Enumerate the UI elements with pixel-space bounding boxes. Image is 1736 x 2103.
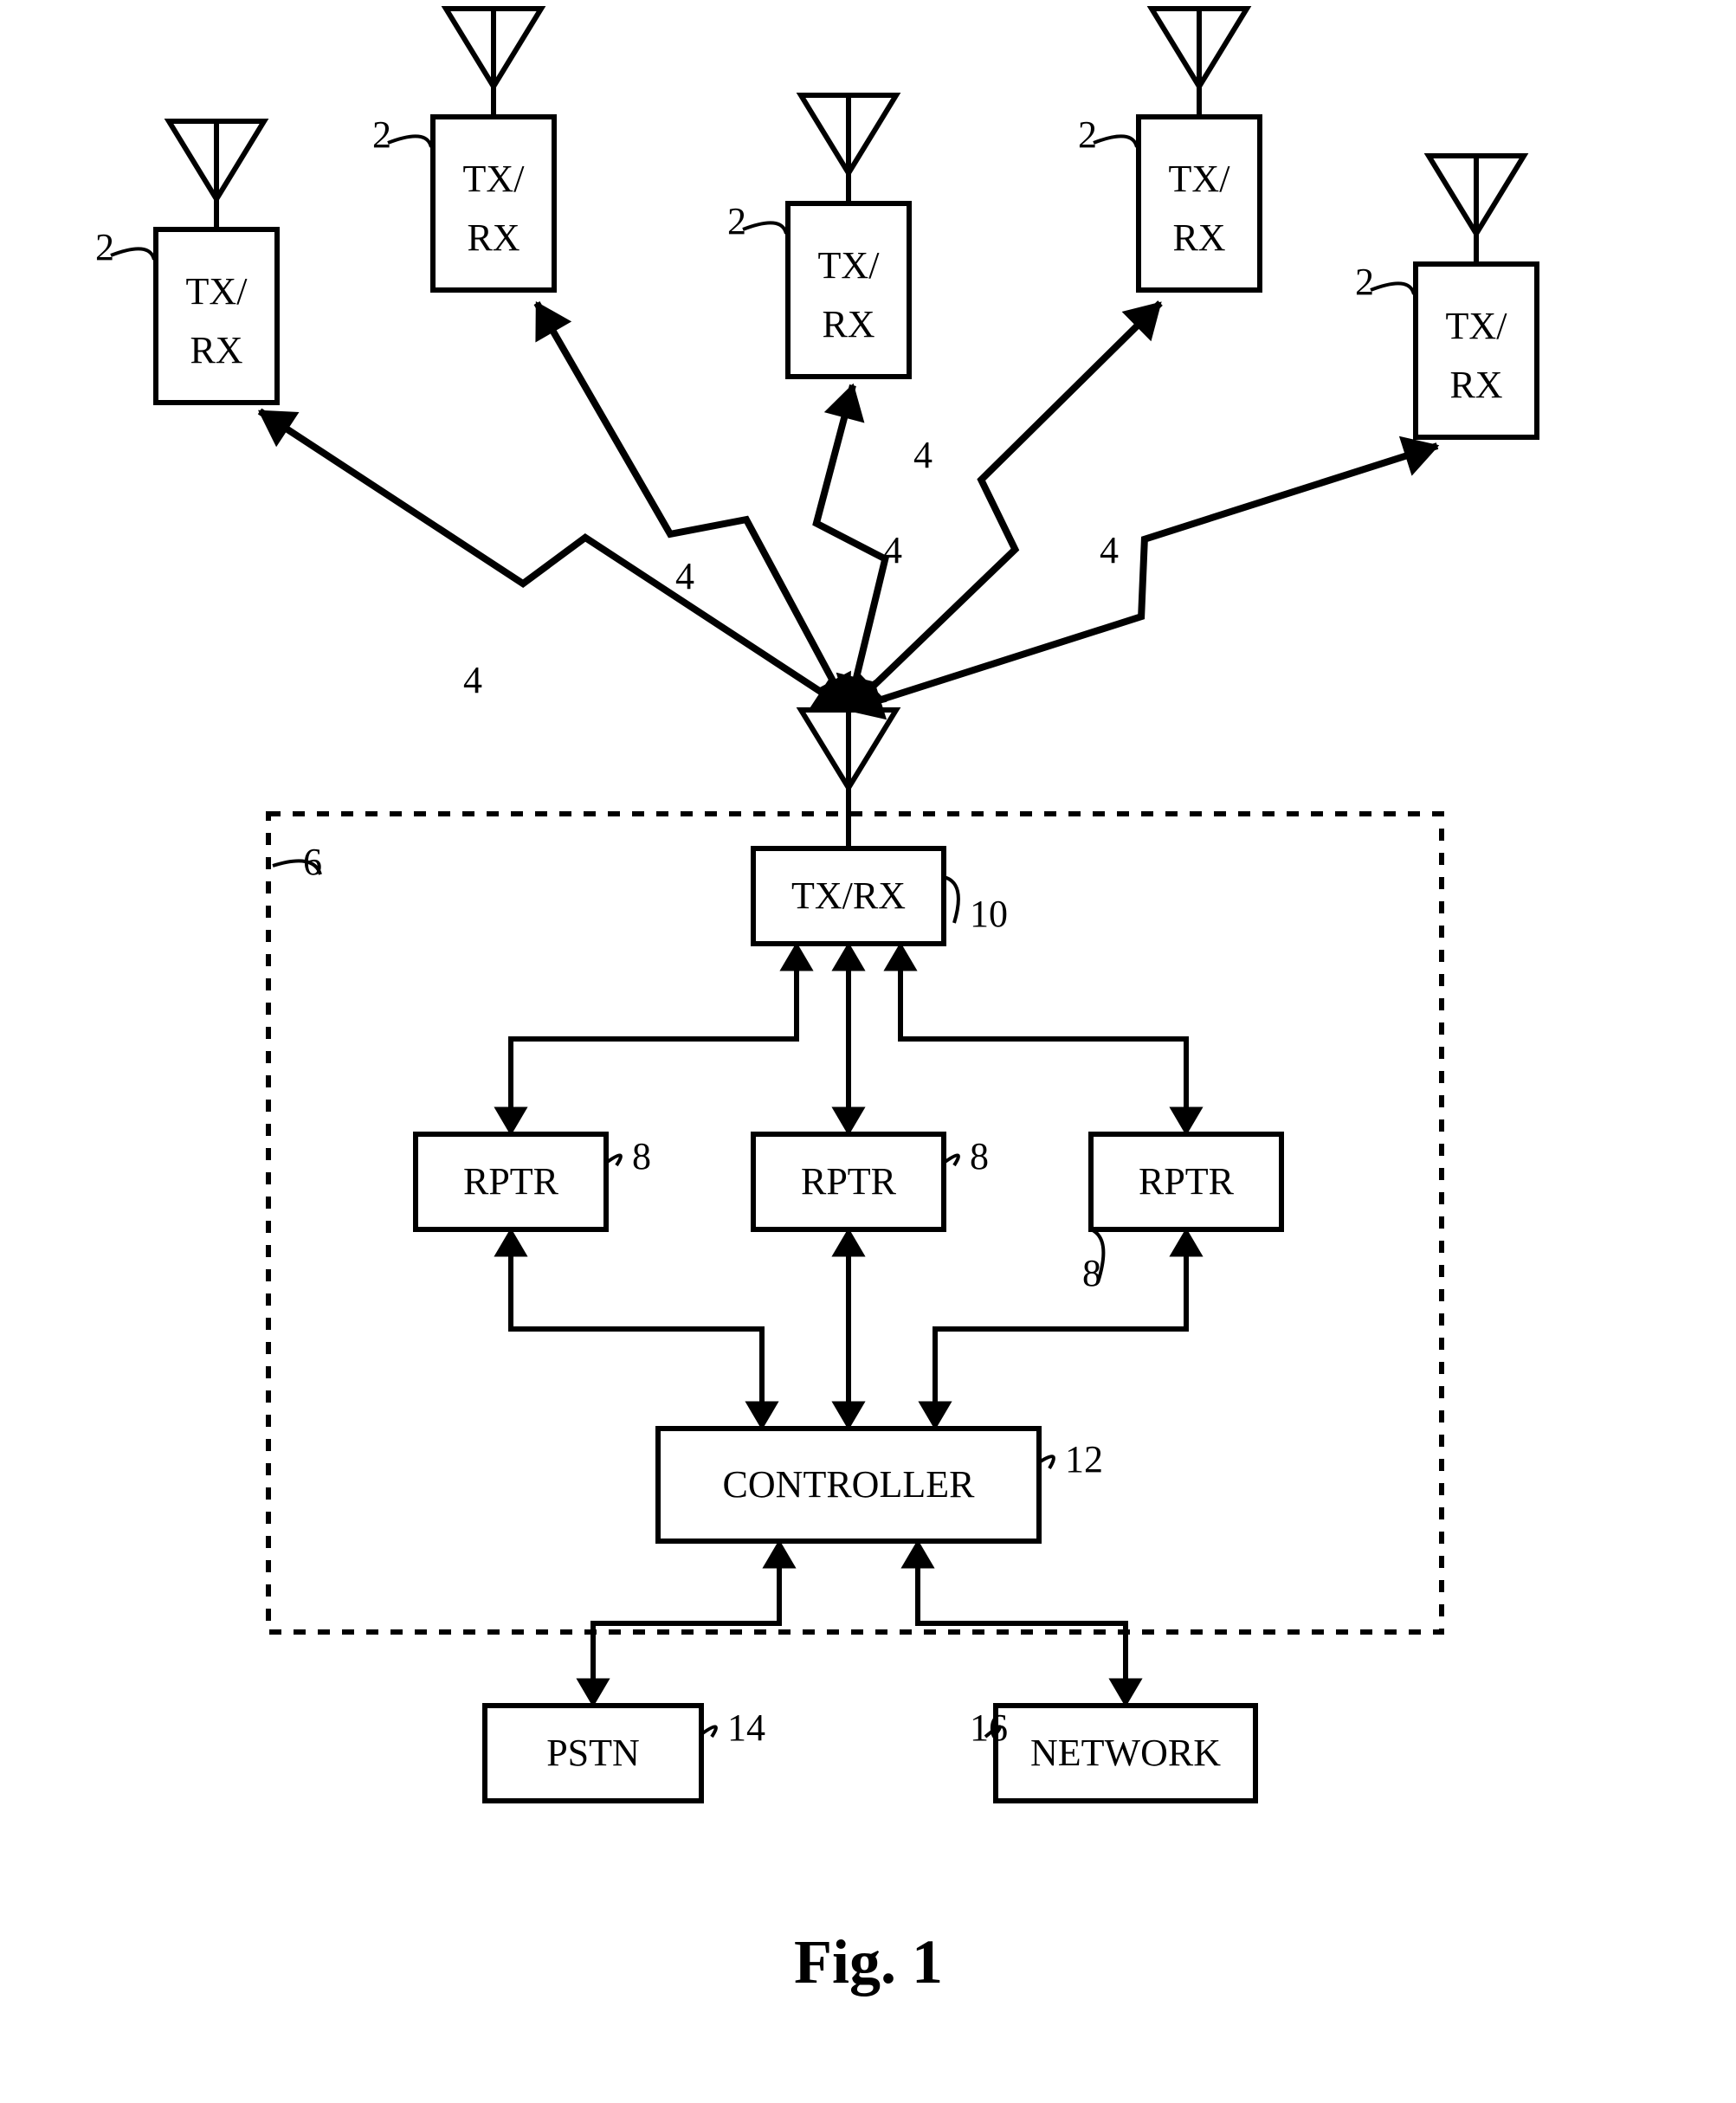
svg-text:4: 4 bbox=[675, 555, 694, 597]
svg-text:RPTR: RPTR bbox=[463, 1160, 559, 1203]
svg-text:8: 8 bbox=[1082, 1252, 1101, 1294]
terminal-txrx5 bbox=[1416, 264, 1537, 437]
svg-text:4: 4 bbox=[463, 659, 482, 701]
svg-text:RX: RX bbox=[822, 303, 874, 345]
svg-text:2: 2 bbox=[372, 113, 391, 156]
svg-text:4: 4 bbox=[883, 529, 902, 571]
svg-text:RX: RX bbox=[1172, 216, 1225, 259]
svg-text:NETWORK: NETWORK bbox=[1030, 1732, 1221, 1774]
terminal-txrx2 bbox=[433, 117, 554, 290]
svg-text:RPTR: RPTR bbox=[801, 1160, 897, 1203]
svg-text:TX/: TX/ bbox=[1446, 305, 1508, 347]
svg-text:Fig. 1: Fig. 1 bbox=[794, 1927, 943, 1997]
terminal-txrx4 bbox=[1139, 117, 1260, 290]
svg-text:2: 2 bbox=[727, 200, 746, 242]
svg-text:4: 4 bbox=[913, 434, 933, 476]
svg-text:2: 2 bbox=[1355, 261, 1374, 303]
svg-text:CONTROLLER: CONTROLLER bbox=[723, 1463, 976, 1506]
svg-text:RX: RX bbox=[190, 329, 242, 371]
svg-text:2: 2 bbox=[1078, 113, 1097, 156]
svg-text:10: 10 bbox=[970, 893, 1008, 935]
svg-text:TX/: TX/ bbox=[818, 244, 881, 287]
svg-text:4: 4 bbox=[1100, 529, 1119, 571]
svg-text:TX/RX: TX/RX bbox=[791, 874, 906, 917]
svg-text:8: 8 bbox=[970, 1135, 989, 1177]
svg-text:RX: RX bbox=[467, 216, 520, 259]
svg-text:8: 8 bbox=[632, 1135, 651, 1177]
svg-text:16: 16 bbox=[970, 1706, 1008, 1749]
svg-text:TX/: TX/ bbox=[186, 270, 248, 313]
svg-text:PSTN: PSTN bbox=[546, 1732, 640, 1774]
svg-text:TX/: TX/ bbox=[463, 158, 526, 200]
svg-text:2: 2 bbox=[95, 226, 114, 268]
svg-text:12: 12 bbox=[1065, 1438, 1103, 1480]
terminal-txrx1 bbox=[156, 229, 277, 403]
svg-text:TX/: TX/ bbox=[1169, 158, 1231, 200]
svg-text:14: 14 bbox=[727, 1706, 765, 1749]
terminal-txrx3 bbox=[788, 203, 909, 377]
svg-text:RPTR: RPTR bbox=[1139, 1160, 1235, 1203]
svg-text:RX: RX bbox=[1449, 364, 1502, 406]
